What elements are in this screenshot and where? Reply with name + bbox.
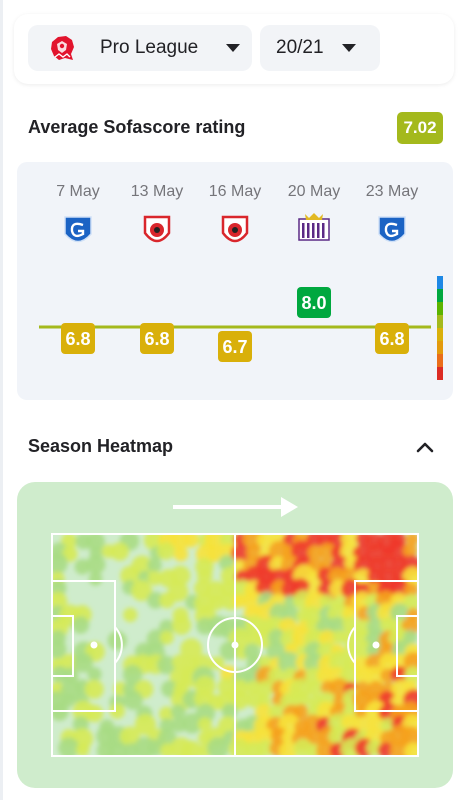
antwerp-crest-icon (221, 215, 249, 243)
chevron-down-icon (226, 44, 241, 52)
heatmap-pitch-svg (51, 497, 419, 757)
rating-point: 6.8 (61, 323, 95, 354)
anderlecht-crest-icon (298, 213, 330, 241)
chevron-down-icon (341, 44, 356, 52)
heat-layer (52, 534, 418, 756)
league-name: Pro League (100, 37, 199, 58)
rating-label: 6.7 (222, 337, 247, 357)
league-dropdown[interactable]: Pro League (28, 25, 252, 71)
season-heatmap (17, 482, 453, 788)
rating-label: 8.0 (301, 293, 326, 313)
rating-point: 8.0 (297, 287, 331, 318)
rating-point: 6.8 (140, 323, 174, 354)
rating-point: 6.7 (218, 331, 252, 362)
antwerp-crest-icon (143, 215, 171, 243)
heatmap-section-title: Season Heatmap (28, 436, 174, 456)
average-rating-badge: 7.02 (397, 112, 443, 144)
rating-label: 6.8 (379, 329, 404, 349)
pro-league-lion-icon (51, 36, 74, 60)
match-date: 16 May (209, 183, 261, 200)
collapse-heatmap-button[interactable] (411, 434, 439, 460)
ratings-chart-svg: 7 May 6.8 13 May 6.8 16 May 6.7 20 May 8.0 23 Ma… (39, 183, 443, 380)
pitch-lines (51, 533, 419, 757)
rating-point: 6.8 (375, 323, 409, 354)
chevron-up-icon (416, 442, 434, 453)
season-name: 20/21 (276, 37, 324, 58)
match-ratings-chart: 7 May 6.8 13 May 6.8 16 May 6.7 20 May 8.0 23 Ma… (17, 162, 453, 400)
match-date: 23 May (366, 183, 418, 200)
season-dropdown[interactable]: 20/21 (260, 25, 380, 71)
genk-crest-icon (378, 216, 406, 243)
match-date: 13 May (131, 183, 183, 200)
attack-direction-arrow-icon (173, 497, 298, 517)
match-date: 20 May (288, 183, 340, 200)
filter-bar: Pro League 20/21 (14, 14, 454, 84)
rating-section-title: Average Sofascore rating (28, 117, 246, 137)
genk-crest-icon (64, 216, 92, 243)
rating-label: 6.8 (65, 329, 90, 349)
match-date: 7 May (56, 183, 100, 200)
rating-color-scale (437, 276, 443, 380)
rating-label: 6.8 (144, 329, 169, 349)
